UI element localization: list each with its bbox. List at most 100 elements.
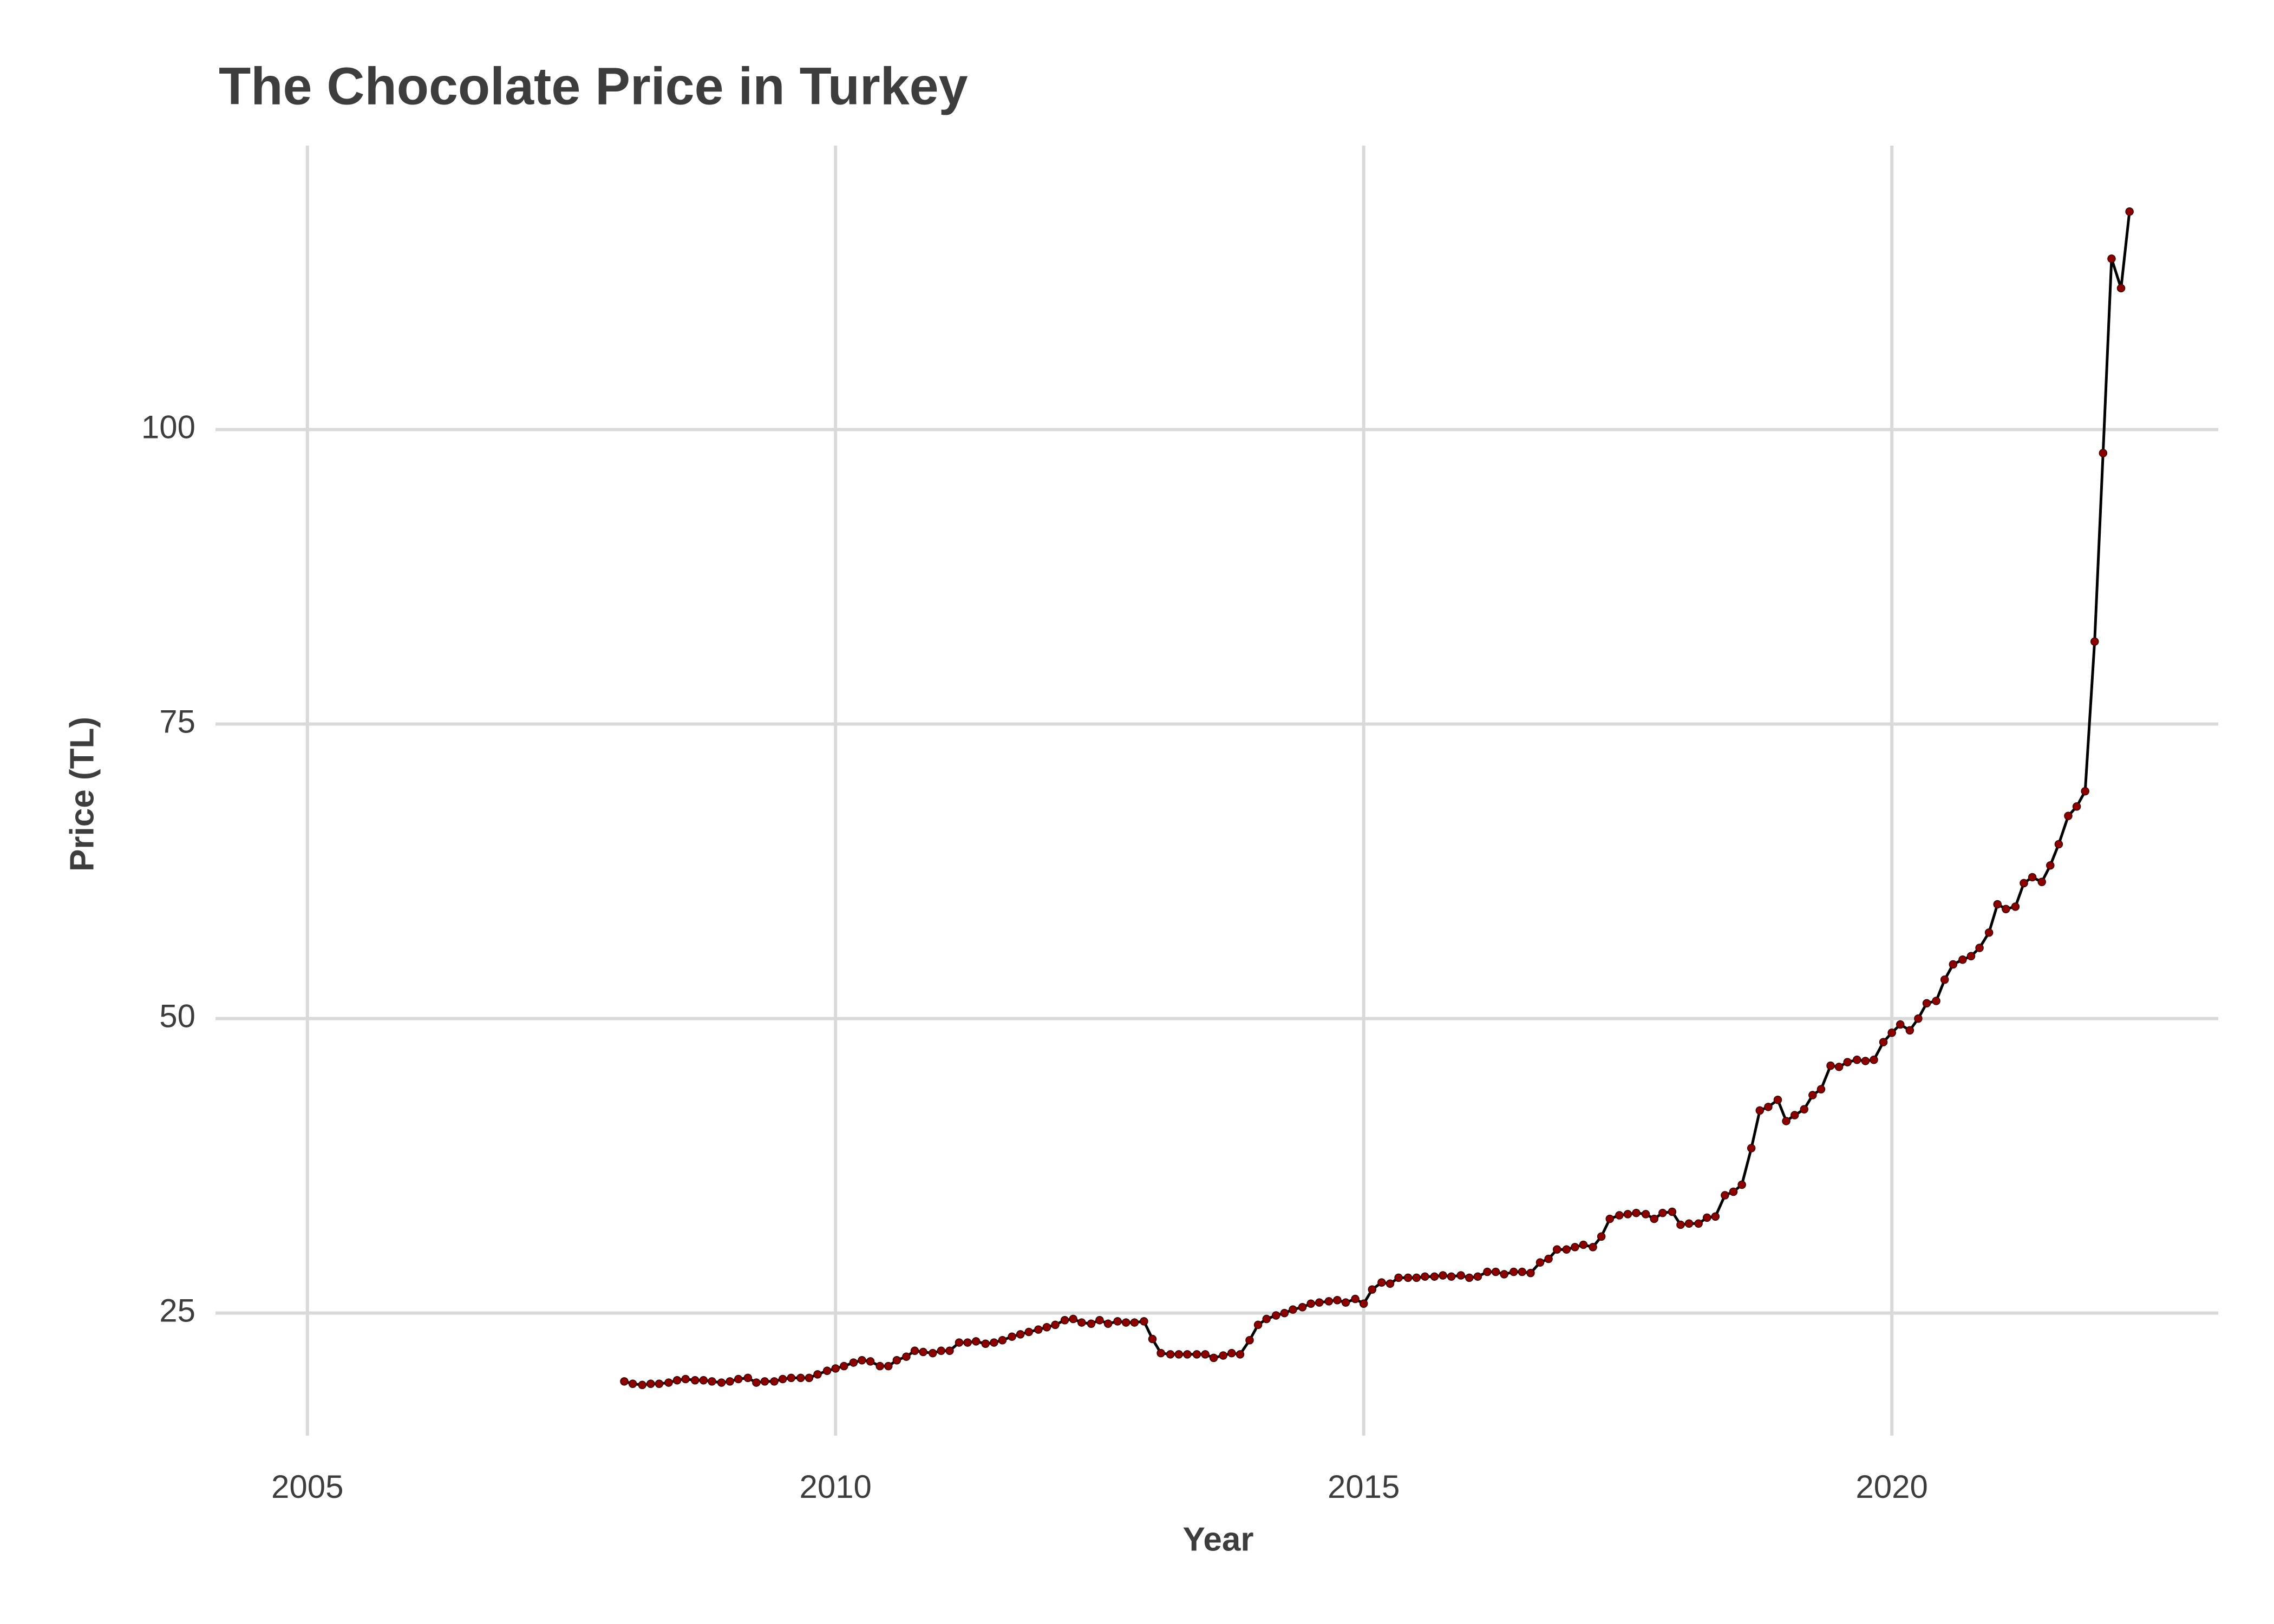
price-point xyxy=(1562,1245,1571,1254)
price-point xyxy=(1747,1144,1756,1152)
price-point xyxy=(1174,1350,1184,1359)
price-point xyxy=(1966,952,1976,961)
price-point xyxy=(1597,1232,1606,1241)
price-point xyxy=(937,1346,946,1355)
price-point xyxy=(778,1374,787,1384)
price-point xyxy=(1650,1214,1658,1223)
price-point xyxy=(1535,1258,1545,1267)
price-point xyxy=(1887,1028,1896,1037)
price-point xyxy=(2072,802,2081,811)
price-point xyxy=(1940,975,1949,984)
price-point xyxy=(1790,1111,1799,1119)
price-point xyxy=(1721,1191,1729,1200)
price-point xyxy=(919,1347,927,1357)
price-point xyxy=(2116,284,2126,293)
price-point xyxy=(1306,1299,1315,1308)
price-point xyxy=(2081,787,2089,796)
price-point xyxy=(1324,1297,1334,1306)
price-point xyxy=(1008,1332,1016,1341)
price-point xyxy=(1272,1311,1280,1320)
price-point xyxy=(1051,1320,1060,1330)
price-point xyxy=(726,1377,734,1386)
price-point xyxy=(734,1374,743,1384)
price-point xyxy=(2107,254,2116,263)
price-point xyxy=(831,1364,840,1373)
price-point xyxy=(945,1346,954,1355)
price-point xyxy=(981,1339,990,1348)
price-point xyxy=(655,1379,664,1388)
price-point xyxy=(1121,1318,1131,1327)
price-point xyxy=(998,1335,1007,1345)
price-point xyxy=(1351,1294,1360,1304)
price-point xyxy=(1024,1327,1033,1337)
price-point xyxy=(681,1374,690,1384)
price-point xyxy=(743,1373,753,1383)
price-point xyxy=(1060,1315,1069,1325)
price-point xyxy=(2028,873,2037,882)
price-point xyxy=(1483,1267,1492,1276)
price-point xyxy=(2046,861,2055,870)
price-point xyxy=(1077,1318,1086,1327)
price-point xyxy=(1861,1057,1870,1065)
plot xyxy=(620,207,2134,1390)
price-point xyxy=(1993,900,2002,909)
price-point xyxy=(971,1337,981,1346)
chart-title: The Chocolate Price in Turkey xyxy=(219,57,968,116)
price-point xyxy=(1227,1348,1236,1358)
price-point xyxy=(1341,1298,1350,1307)
price-point xyxy=(875,1361,884,1371)
price-point xyxy=(1253,1320,1263,1330)
price-point xyxy=(717,1378,726,1387)
price-point xyxy=(1932,997,1940,1005)
price-point xyxy=(1905,1026,1914,1035)
price-point xyxy=(1403,1273,1413,1282)
price-point xyxy=(1879,1038,1888,1046)
price-point xyxy=(1676,1220,1685,1229)
price-point xyxy=(628,1379,637,1388)
price-point xyxy=(664,1378,673,1387)
price-point xyxy=(1298,1303,1307,1312)
price-point xyxy=(1800,1105,1808,1114)
price-point xyxy=(1016,1330,1025,1339)
price-point xyxy=(708,1377,716,1386)
price-point xyxy=(1500,1270,1508,1279)
grid xyxy=(215,146,2218,1436)
y-axis-title: Price (TL) xyxy=(63,717,101,872)
price-point xyxy=(858,1355,866,1365)
price-point xyxy=(813,1370,822,1379)
price-point xyxy=(1069,1314,1077,1324)
price-point xyxy=(1113,1317,1122,1326)
price-point xyxy=(1368,1285,1377,1294)
price-point xyxy=(1668,1207,1677,1216)
price-point xyxy=(1589,1243,1597,1252)
price-point xyxy=(699,1376,708,1385)
price-point xyxy=(1447,1272,1456,1281)
price-point xyxy=(1984,928,1994,937)
price-point xyxy=(1949,960,1958,969)
price-line xyxy=(624,211,2131,1386)
price-point xyxy=(990,1338,998,1347)
price-point xyxy=(902,1352,911,1361)
price-point xyxy=(1377,1278,1386,1287)
price-point xyxy=(1684,1219,1694,1228)
price-point xyxy=(770,1377,779,1386)
x-axis-title: Year xyxy=(1182,1521,1253,1558)
price-point xyxy=(1219,1351,1227,1360)
price-point xyxy=(2037,878,2046,886)
price-point xyxy=(840,1361,848,1371)
price-point xyxy=(1702,1213,1711,1222)
price-point xyxy=(1641,1210,1650,1219)
price-point xyxy=(760,1377,769,1386)
price-point xyxy=(822,1366,832,1376)
x-tick-label: 2005 xyxy=(271,1469,343,1505)
price-point xyxy=(1289,1305,1297,1314)
price-point xyxy=(1130,1318,1139,1327)
price-point xyxy=(1958,955,1967,964)
y-tick-label: 50 xyxy=(159,998,195,1034)
price-point xyxy=(1975,944,1984,952)
price-point xyxy=(1236,1350,1245,1359)
price-point xyxy=(1140,1317,1148,1326)
price-point xyxy=(1209,1353,1218,1363)
price-point xyxy=(1853,1056,1861,1064)
price-point xyxy=(1737,1180,1746,1189)
